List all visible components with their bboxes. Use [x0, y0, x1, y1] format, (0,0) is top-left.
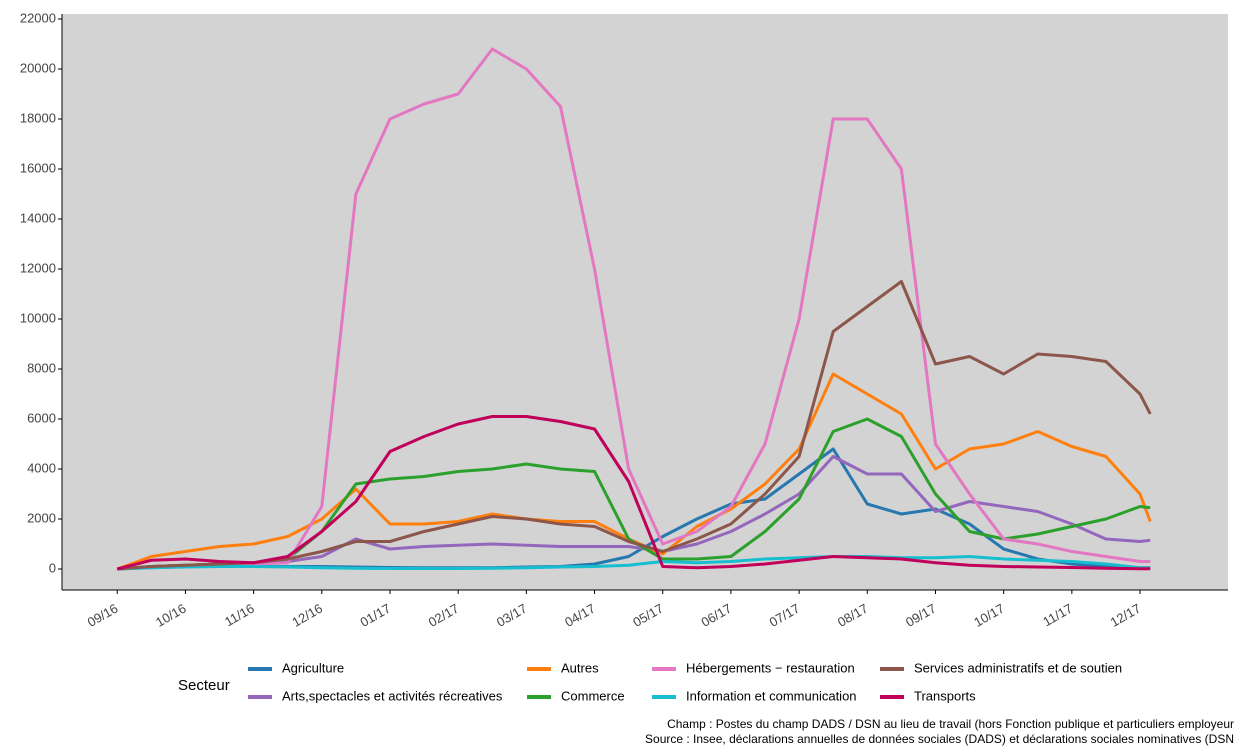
- legend-label: Commerce: [561, 688, 625, 703]
- x-tick-label: 10/17: [971, 601, 1007, 630]
- y-tick-label: 12000: [20, 260, 56, 275]
- y-tick-label: 18000: [20, 110, 56, 125]
- legend-label: Arts,spectacles et activités récreatives: [282, 688, 503, 703]
- legend-label: Services administratifs et de soutien: [914, 660, 1122, 675]
- y-tick-label: 0: [49, 560, 56, 575]
- x-tick-label: 03/17: [494, 601, 530, 630]
- y-tick-label: 6000: [27, 410, 56, 425]
- y-tick-label: 22000: [20, 10, 56, 25]
- x-tick-label: 12/17: [1108, 601, 1144, 630]
- series-line: [117, 555, 1151, 571]
- y-tick-label: 10000: [20, 310, 56, 325]
- plot-background: [62, 14, 1228, 590]
- x-tick-label: 12/16: [289, 601, 325, 630]
- x-tick-label: 09/16: [85, 601, 121, 630]
- y-tick-label: 14000: [20, 210, 56, 225]
- x-tick-label: 01/17: [358, 601, 394, 630]
- legend-label: Information et communication: [686, 688, 857, 703]
- y-tick-label: 8000: [27, 360, 56, 375]
- x-tick-label: 11/16: [222, 601, 257, 630]
- series-line: [116, 415, 1151, 571]
- y-tick-label: 20000: [20, 60, 56, 75]
- y-tick-label: 2000: [27, 510, 56, 525]
- note: Source : Insee, déclarations annuelles d…: [645, 732, 1234, 746]
- x-tick-label: 11/17: [1040, 601, 1075, 630]
- series-line: [117, 280, 1152, 571]
- x-tick-label: 10/16: [153, 601, 189, 630]
- note: Champ : Postes du champ DADS / DSN au li…: [667, 717, 1234, 731]
- x-tick-label: 04/17: [562, 601, 598, 630]
- legend-label: Autres: [561, 660, 599, 675]
- x-tick-label: 02/17: [426, 601, 462, 630]
- legend-label: Hébergements − restauration: [686, 660, 855, 675]
- x-tick-label: 08/17: [835, 601, 871, 630]
- x-tick-label: 06/17: [698, 601, 734, 630]
- x-tick-label: 09/17: [903, 601, 939, 630]
- x-tick-label: 05/17: [630, 601, 666, 630]
- x-tick-label: 07/17: [767, 601, 803, 630]
- y-tick-label: 16000: [20, 160, 56, 175]
- legend-title: Secteur: [178, 677, 230, 694]
- legend-label: Transports: [914, 688, 976, 703]
- legend-label: Agriculture: [282, 660, 344, 675]
- y-tick-label: 4000: [27, 460, 56, 475]
